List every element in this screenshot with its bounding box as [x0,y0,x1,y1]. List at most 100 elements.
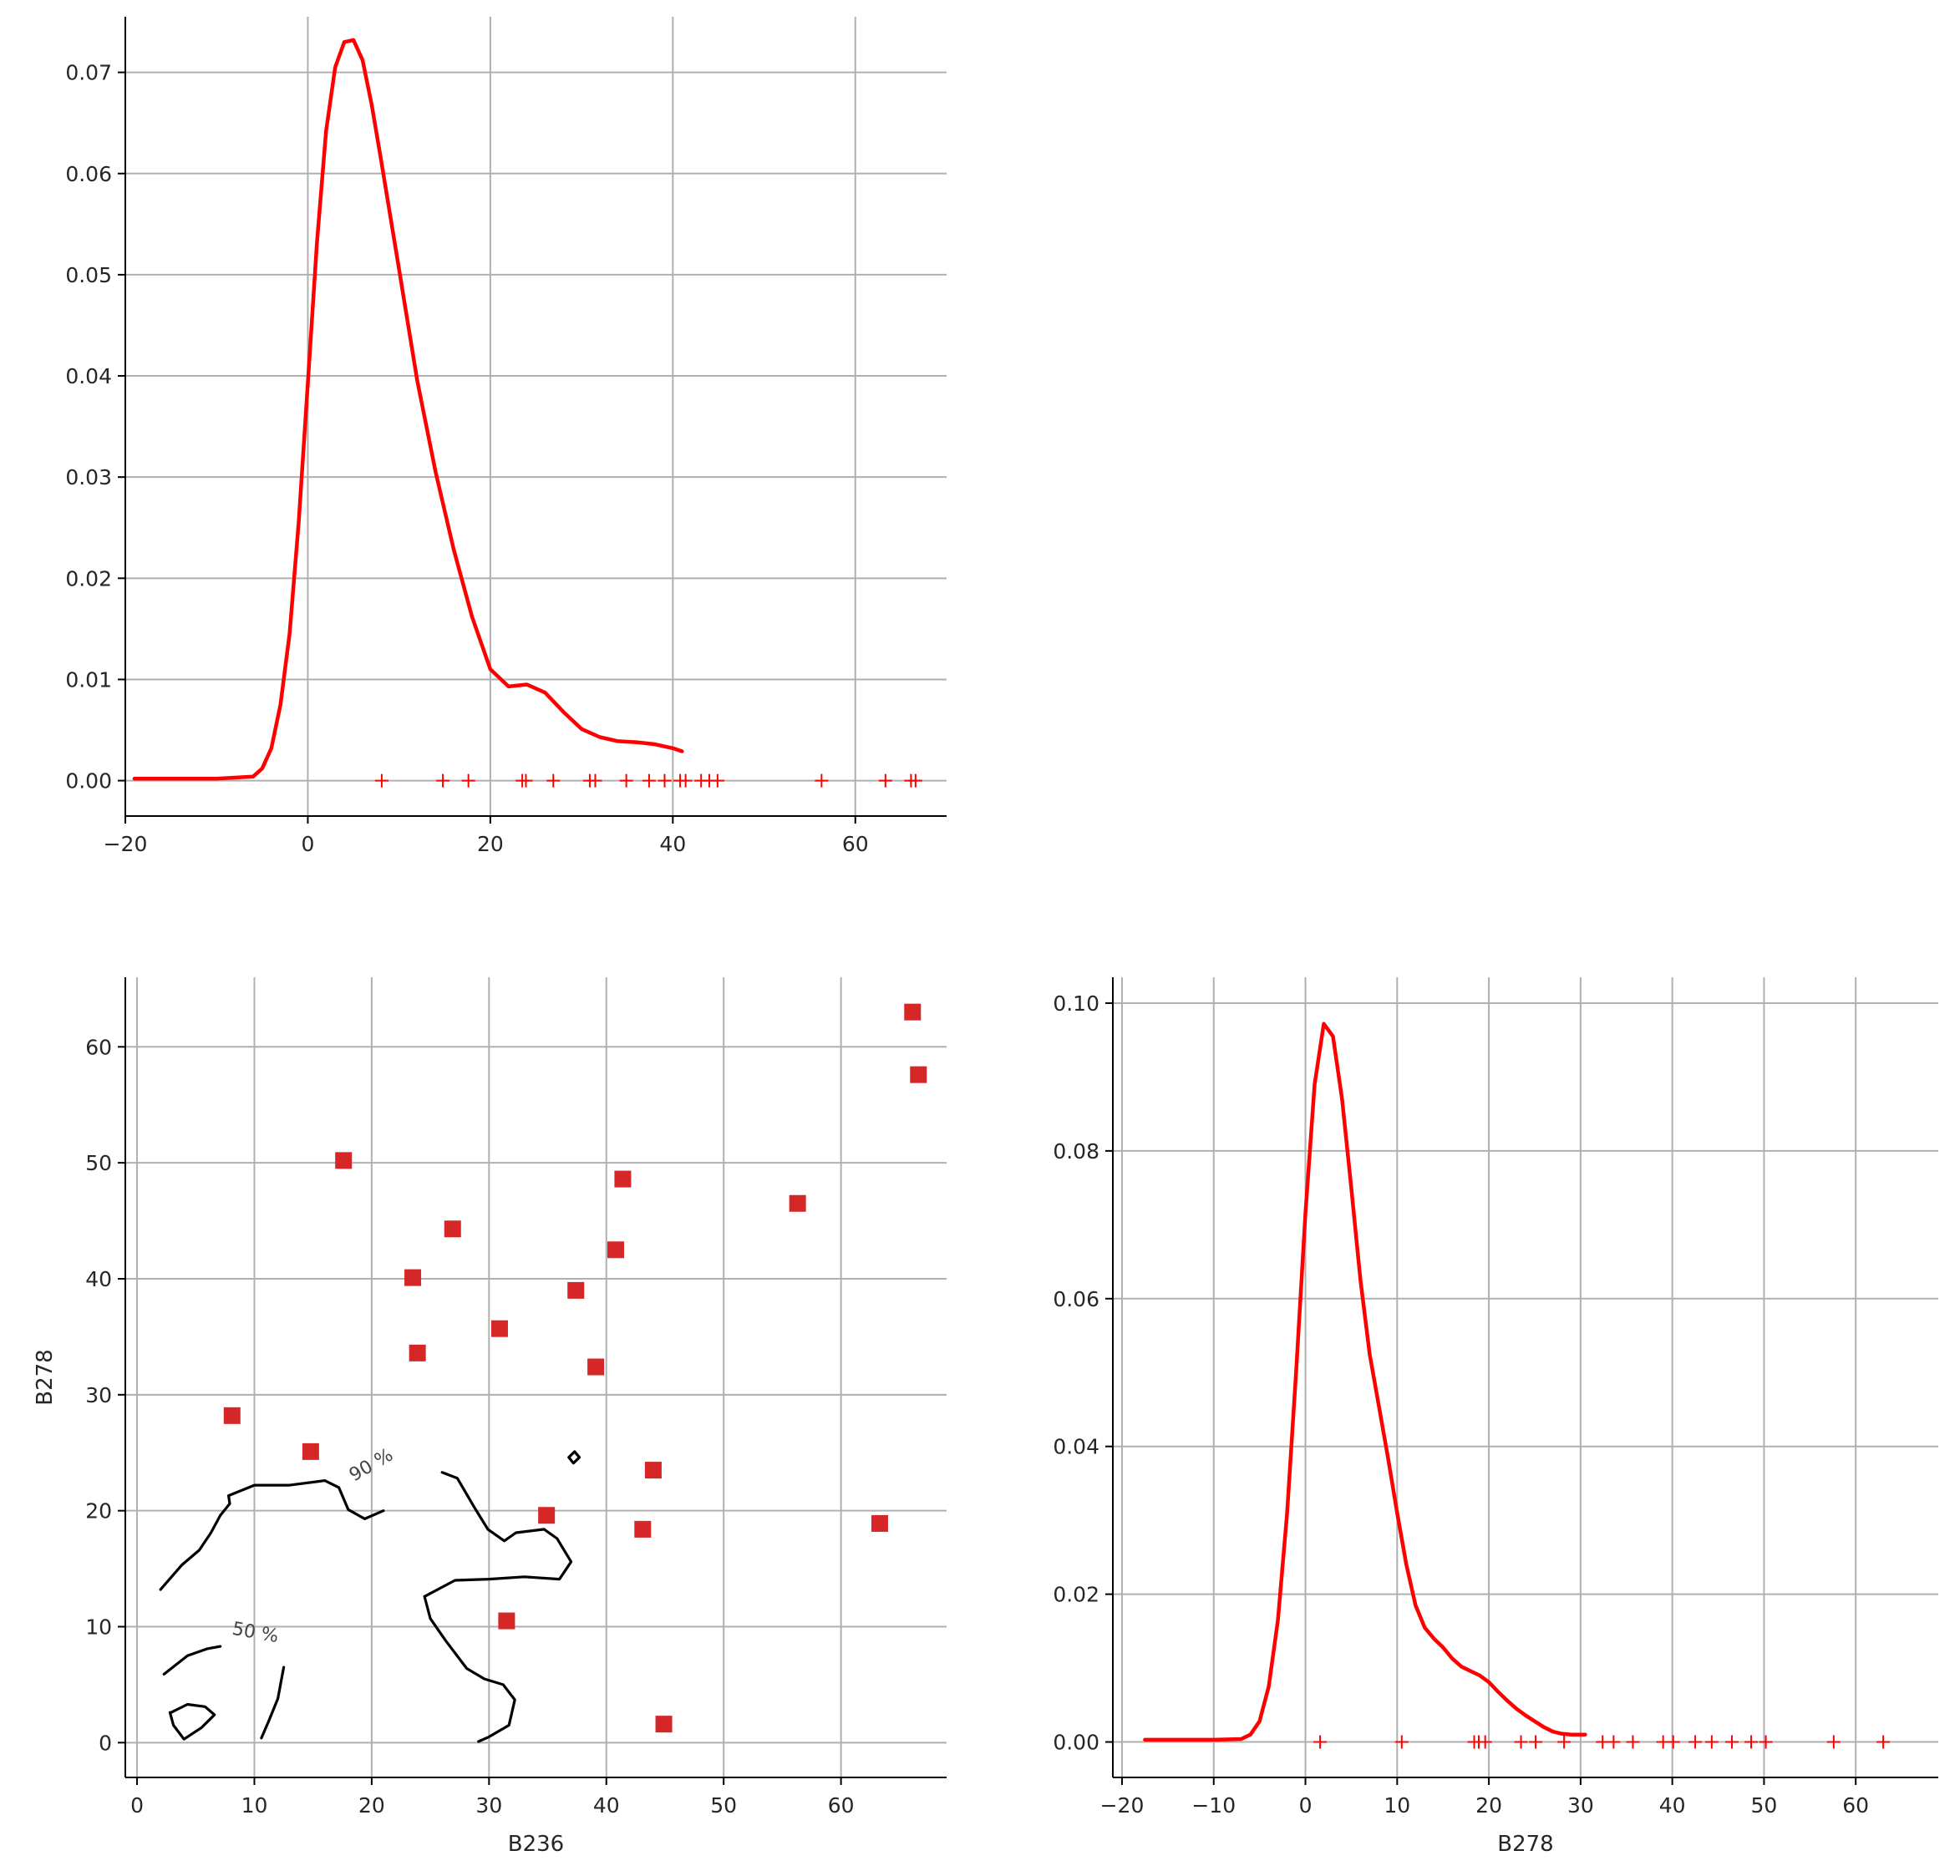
rug-marker [1557,1735,1572,1749]
x-tick-label: 20 [477,832,504,856]
y-tick-label: 0.06 [1053,1287,1099,1311]
scatter-point [404,1269,422,1286]
rug-marker [436,773,450,788]
x-tick-label: 40 [593,1793,620,1818]
y-tick-label: 0.02 [65,566,112,591]
rug-markers [374,773,922,788]
rug-marker [1759,1735,1773,1749]
scatter-point [335,1152,353,1169]
scatter-point [444,1220,461,1238]
x-axis-label: B236 [508,1832,564,1857]
scatter-point [871,1514,888,1532]
rug-marker [710,773,724,788]
rug-marker [1478,1735,1492,1749]
x-tick-label: 40 [1659,1793,1686,1818]
scatter-point [223,1407,241,1424]
y-tick-label: 40 [85,1267,112,1291]
y-axis-label: B278 [33,1349,58,1405]
x-tick-label: 10 [241,1793,268,1818]
scatter-point [644,1462,662,1479]
rug-marker [461,773,475,788]
y-tick-label: 0 [99,1731,112,1755]
y-tick-label: 0.07 [65,61,112,85]
scatter-point [607,1241,624,1259]
kde-density-line [132,38,684,781]
rug-marker [1704,1735,1719,1749]
x-tick-label: 60 [828,1793,855,1818]
x-tick-label: 50 [710,1793,737,1818]
rug-marker [1313,1735,1328,1749]
x-axis-label: B278 [1497,1832,1553,1857]
rug-marker [678,773,693,788]
scatter-point [409,1344,426,1361]
y-tick-label: 0.06 [65,162,112,186]
scatter-point [910,1066,927,1083]
rug-marker [1666,1735,1680,1749]
x-tick-label: −20 [104,832,148,856]
y-tick-label: 0.05 [65,263,112,287]
rug-marker [658,773,672,788]
rug-marker [588,773,602,788]
rug-marker [815,773,829,788]
contour-line [423,1471,573,1743]
scatter-points [223,1003,927,1733]
scatter-point [655,1716,673,1733]
x-tick-label: 30 [1567,1793,1594,1818]
rug-marker [1725,1735,1739,1749]
y-tick-label: 0.03 [65,465,112,489]
rug-marker [878,773,892,788]
contour-line [159,1479,385,1591]
contour-line [162,1645,222,1676]
rug-marker [1626,1735,1640,1749]
x-tick-label: 0 [301,832,314,856]
scatter-point [904,1003,922,1021]
scatter-point [789,1194,806,1212]
y-tick-label: 0.00 [1053,1731,1099,1755]
rug-marker [1826,1735,1841,1749]
y-tick-label: 10 [85,1615,112,1640]
rug-marker [519,773,533,788]
scatter-point [490,1320,508,1337]
rug-marker [642,773,656,788]
rug-marker [619,773,633,788]
scatter-point [634,1520,652,1538]
contour-line [168,1702,216,1741]
x-tick-label: 60 [1842,1793,1869,1818]
scatter-point [567,1281,585,1299]
x-tick-label: 30 [475,1793,502,1818]
y-tick-label: 0.00 [65,769,112,793]
x-tick-label: 0 [130,1793,144,1818]
contour-line [260,1666,286,1740]
rug-marker [1394,1735,1409,1749]
scatter-point [538,1507,556,1524]
x-tick-label: −20 [1100,1793,1145,1818]
grid [125,977,947,1777]
y-tick-label: 0.01 [65,667,112,692]
x-tick-label: 20 [358,1793,385,1818]
rug-marker [1744,1735,1759,1749]
y-tick-label: 0.02 [1053,1583,1099,1607]
subplot-kde-b278: −20 −10 0 10 20 30 40 50 60 0.00 0.02 0.04 0.06 0.08 0… [1053,977,1938,1857]
rug-marker [374,773,388,788]
y-tick-label: 20 [85,1499,112,1524]
rug-marker [1529,1735,1543,1749]
y-tick-label: 30 [85,1383,112,1407]
rug-marker [908,773,922,788]
x-tick-label: −10 [1191,1793,1236,1818]
scatter-point [614,1170,632,1188]
y-tick-label: 0.04 [1053,1435,1099,1459]
rug-marker [1514,1735,1528,1749]
y-tick-label: 0.04 [65,364,112,388]
kde-density-line [1143,1022,1587,1742]
y-tick-label: 50 [85,1151,112,1175]
scatter-point [498,1612,515,1630]
x-tick-label: 10 [1384,1793,1410,1818]
rug-marker [1607,1735,1621,1749]
y-tick-label: 60 [85,1035,112,1059]
y-tick-label: 0.08 [1053,1139,1099,1164]
subplot-kde-b236: −20 0 20 40 60 0.00 0.01 0.02 0.03 0.04 0.05 0.06 0.… [65,17,947,856]
y-tick-label: 0.10 [1053,991,1099,1016]
contour-line [567,1450,581,1465]
